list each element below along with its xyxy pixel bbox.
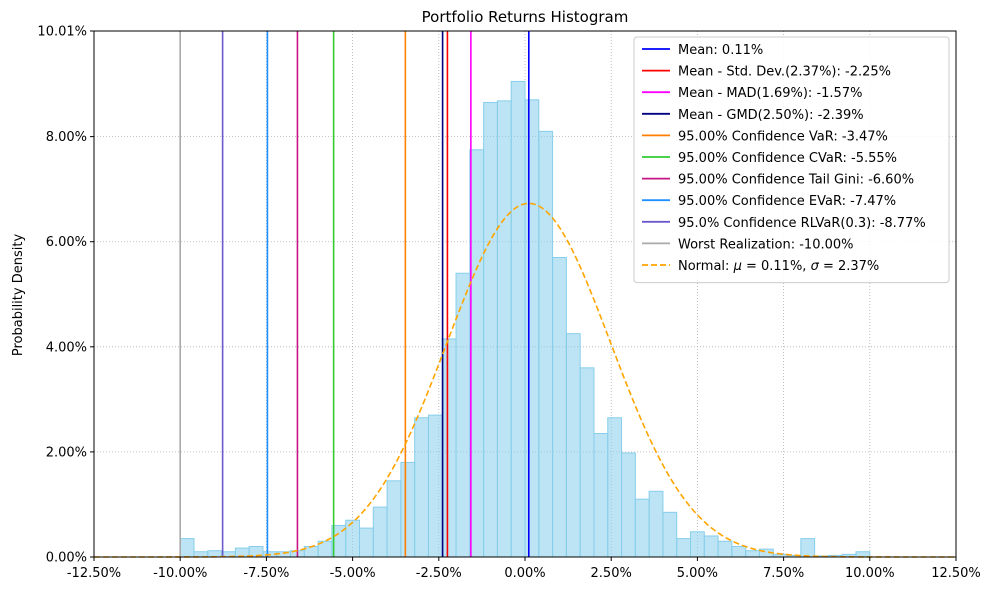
- legend-box: [633, 36, 950, 284]
- x-tick-label: 12.50%: [931, 566, 981, 581]
- legend-label: Mean - MAD(1.69%): -1.57%: [678, 86, 862, 101]
- legend-label-normal: Normal: μ = 0.11%, σ = 2.37%: [678, 259, 879, 274]
- normal-curve: [94, 202, 956, 558]
- x-tick-label: -7.50%: [243, 566, 289, 581]
- risk-lines: [179, 31, 530, 557]
- y-tick-label: 4.00%: [46, 340, 87, 355]
- histogram-bar: [372, 506, 388, 558]
- legend-label-part: σ: [811, 259, 820, 274]
- legend-label: Mean - Std. Dev.(2.37%): -2.25%: [678, 65, 891, 80]
- histogram-bar: [634, 498, 650, 558]
- x-tick-label: -5.00%: [330, 566, 376, 581]
- histogram-bar: [427, 414, 443, 558]
- histogram-bar: [593, 433, 609, 558]
- histogram-bar: [358, 527, 374, 558]
- legend-label: Mean - GMD(2.50%): -2.39%: [678, 108, 864, 123]
- normal-curve-layer: [94, 202, 956, 558]
- legend-label: 95.0% Confidence RLVaR(0.3): -8.77%: [678, 216, 926, 231]
- legend-label-part: = 0.11%,: [742, 259, 811, 274]
- histogram-bar: [414, 417, 429, 558]
- histogram-bar: [483, 101, 498, 558]
- legend-label: Worst Realization: -10.00%: [678, 237, 854, 252]
- legend: Mean: 0.11% Mean - Std. Dev.(2.37%): -2.2…: [633, 36, 950, 284]
- histogram-bar: [538, 130, 554, 558]
- x-axis-ticks: -12.50% -10.00% -7.50% -5.00% -2.50% 0.00% 2.5…: [67, 557, 981, 581]
- histogram-bar: [552, 256, 567, 558]
- y-tick-label: 10.01%: [37, 25, 87, 40]
- x-tick-label: 10.00%: [845, 566, 895, 581]
- histogram-bar: [510, 80, 526, 558]
- legend-label: 95.00% Confidence VaR: -3.47%: [678, 129, 888, 144]
- x-tick-label: -10.00%: [153, 566, 207, 581]
- y-axis-ticks: 0.00% 2.00% 4.00% 6.00% 8.00% 10.01%: [37, 25, 94, 566]
- x-tick-label: 5.00%: [677, 566, 718, 581]
- y-tick-label: 8.00%: [46, 130, 87, 145]
- legend-label-part: Normal:: [678, 259, 734, 274]
- legend-label: 95.00% Confidence CVaR: -5.55%: [678, 151, 897, 166]
- x-tick-label: -2.50%: [416, 566, 462, 581]
- histogram-bar: [717, 540, 733, 558]
- histogram-bar: [345, 519, 360, 558]
- histogram-bar: [565, 333, 581, 558]
- histogram-bar: [703, 535, 719, 558]
- histogram-bar: [303, 545, 319, 558]
- histogram-bar: [179, 538, 195, 558]
- y-tick-label: 2.00%: [46, 445, 87, 460]
- histogram-bar: [524, 99, 540, 558]
- x-tick-label: -12.50%: [67, 566, 121, 581]
- histogram-bar: [690, 531, 705, 558]
- x-tick-label: 7.50%: [763, 566, 804, 581]
- histogram-bar: [745, 550, 760, 558]
- histogram-bar: [662, 511, 678, 558]
- histogram-bar: [621, 452, 636, 558]
- legend-label: Mean: 0.11%: [678, 43, 763, 58]
- histogram-bar: [676, 538, 692, 558]
- histogram-bar: [607, 417, 623, 558]
- legend-label-part: = 2.37%: [819, 259, 879, 274]
- y-tick-label: 0.00%: [46, 551, 87, 566]
- histogram-bar: [579, 367, 595, 558]
- legend-label-part: μ: [733, 259, 742, 274]
- histogram-bar: [386, 480, 402, 558]
- histogram-bar: [731, 545, 747, 558]
- y-tick-label: 6.00%: [46, 235, 87, 250]
- histogram-bar: [800, 538, 816, 558]
- legend-label: 95.00% Confidence Tail Gini: -6.60%: [678, 173, 914, 188]
- histogram-bar: [469, 149, 485, 558]
- histogram-bar: [441, 338, 457, 558]
- histogram-bar: [648, 490, 664, 558]
- x-tick-label: 0.00%: [504, 566, 545, 581]
- legend-label: 95.00% Confidence EVaR: -7.47%: [678, 194, 896, 209]
- y-axis-label: Probability Density: [11, 234, 26, 357]
- histogram-bar: [400, 461, 416, 558]
- chart-title: Portfolio Returns Histogram: [422, 8, 629, 26]
- histogram-bar: [496, 100, 512, 558]
- x-tick-label: 2.50%: [591, 566, 632, 581]
